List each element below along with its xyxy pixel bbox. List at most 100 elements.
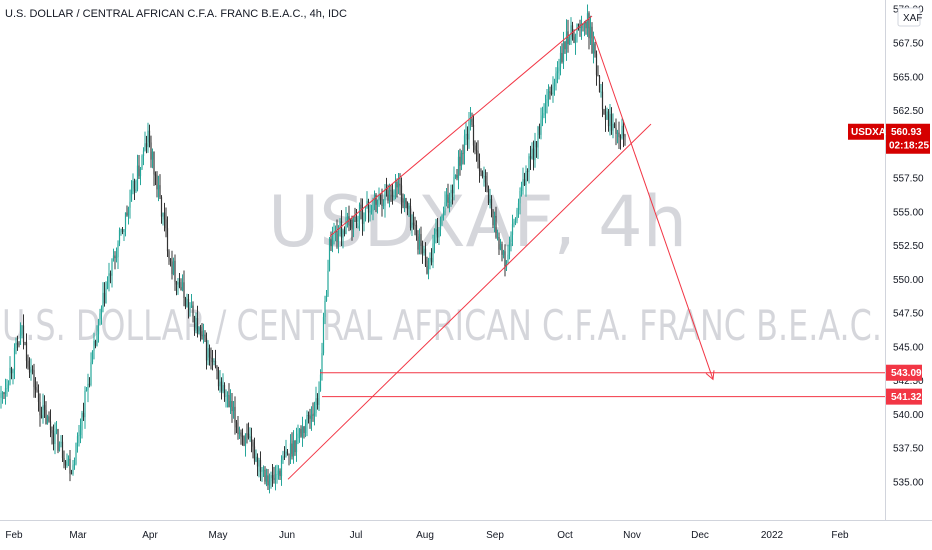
candle-body <box>450 189 452 198</box>
candle-body <box>541 115 544 120</box>
trendline-channel-lower[interactable] <box>287 123 652 480</box>
candle-body <box>448 197 451 204</box>
candle-body <box>228 395 230 408</box>
time-tick-label: Feb <box>5 530 23 541</box>
candle-body <box>220 381 223 392</box>
candle-body <box>180 286 182 290</box>
candle-body <box>502 251 505 255</box>
trendline-projection-arrow[interactable] <box>593 36 714 380</box>
candle-body <box>457 156 460 179</box>
candle-body <box>151 151 154 160</box>
candle-body <box>105 288 107 304</box>
candle-body <box>79 430 82 435</box>
candle-body <box>270 475 272 482</box>
candle-body <box>309 415 311 419</box>
candle-body <box>348 216 350 220</box>
candle-body <box>16 342 19 345</box>
price-tick-label: 562.50 <box>893 106 924 117</box>
candle-body <box>417 236 419 250</box>
price-tick-label: 542.50 <box>893 376 924 387</box>
candle-body <box>120 229 122 231</box>
candle-body <box>396 181 398 188</box>
candle-body <box>24 342 26 343</box>
candle-body <box>513 222 515 225</box>
candle-body <box>21 325 23 335</box>
candle-body <box>538 126 541 135</box>
candle-body <box>529 156 532 159</box>
last-price-badge <box>886 123 930 154</box>
candle-body <box>75 442 77 464</box>
candle-body <box>466 133 469 140</box>
symbol-badge <box>848 123 884 140</box>
candle-body <box>564 42 566 50</box>
candle-body <box>49 421 52 431</box>
candle-body <box>454 174 457 177</box>
candle-body <box>352 217 355 230</box>
candle-body <box>66 460 68 466</box>
candle-body <box>373 194 376 201</box>
candle-body <box>90 362 92 385</box>
price-tick-label: 552.50 <box>893 241 924 252</box>
candle-body <box>369 211 371 213</box>
candle-body <box>310 414 313 419</box>
price-axis[interactable]: 535.00 537.50 540.00 542.50 545.00 547.50 550.… <box>893 5 924 489</box>
time-tick-label: Feb <box>831 530 849 541</box>
trendline-channel-upper[interactable] <box>329 15 593 237</box>
candle-body <box>232 406 235 412</box>
candle-body <box>72 465 74 474</box>
candle-body <box>562 42 565 62</box>
candle-body <box>213 360 215 363</box>
candle-body <box>357 220 359 222</box>
candle-body <box>282 456 284 460</box>
candle-body <box>244 433 247 446</box>
candle-body <box>289 443 292 454</box>
candle-body <box>261 470 263 472</box>
candle-body <box>94 341 97 346</box>
candle-body <box>481 171 484 177</box>
time-axis[interactable]: Feb Mar Apr May Jun Jul Aug Sep Oct Nov Dec 2022 Feb <box>5 530 849 541</box>
candle-body <box>36 389 38 391</box>
candle-body <box>367 200 370 213</box>
candle-body <box>532 148 535 161</box>
candle-body <box>427 260 430 274</box>
candle-body <box>595 53 598 75</box>
currency-chip[interactable] <box>897 7 921 27</box>
candle-body <box>571 25 574 37</box>
candle-body <box>82 412 85 418</box>
candle-body <box>604 114 607 120</box>
candle-body <box>487 187 490 204</box>
candle-body <box>190 305 193 308</box>
candle-body <box>453 176 455 194</box>
candle-body <box>484 175 487 183</box>
candle-body <box>30 369 32 373</box>
candle-body <box>88 383 91 385</box>
candle-body <box>109 273 112 276</box>
candle-body <box>429 257 431 261</box>
candle-body <box>394 181 397 197</box>
candle-body <box>18 344 20 346</box>
candle-body <box>406 203 409 210</box>
candle-body <box>240 432 242 437</box>
candle-body <box>279 470 281 477</box>
candle-body <box>216 366 218 372</box>
candle-body <box>189 307 191 310</box>
candle-body <box>135 189 137 192</box>
candle-body <box>408 205 410 210</box>
candle-body <box>567 31 569 45</box>
candle-body <box>360 204 362 209</box>
candle-body <box>264 469 266 482</box>
candle-body <box>340 221 343 238</box>
candle-body <box>615 127 617 134</box>
candle-body <box>385 188 388 191</box>
candle-body <box>243 436 245 446</box>
candle-body <box>238 432 241 435</box>
candle-body <box>33 370 35 388</box>
candle-body <box>486 182 488 188</box>
price-tick-label: 555.00 <box>893 207 924 218</box>
candle-body <box>10 367 13 374</box>
candle-body <box>553 82 556 87</box>
candle-body <box>175 281 178 285</box>
candle-body <box>103 292 106 304</box>
candle-body <box>430 257 433 263</box>
